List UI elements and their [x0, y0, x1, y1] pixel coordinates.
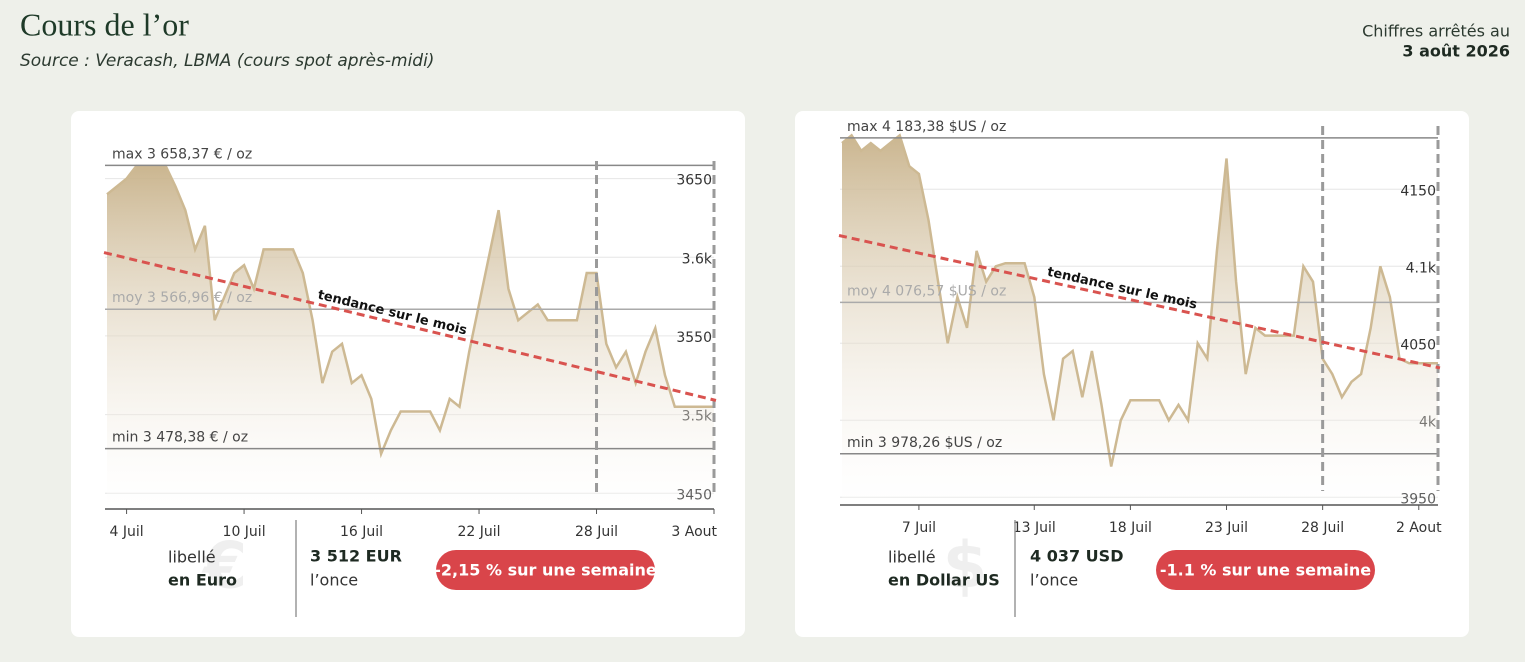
x-tick-label: 13 Juil — [1013, 520, 1056, 536]
y-tick-label: 4050 — [1400, 337, 1436, 353]
x-tick-label: 23 Juil — [1205, 520, 1248, 536]
page-title: Cours de l’or — [20, 6, 189, 42]
x-tick-label: 2 Aout — [1396, 520, 1442, 536]
date: 3 août 2026 — [1402, 42, 1510, 61]
change-text: -1.1 % sur une semaine — [1160, 561, 1371, 580]
currency-label: libellé — [168, 548, 216, 567]
x-tick-label: 16 Juil — [340, 524, 383, 540]
line — [106, 164, 714, 459]
x-tick-label: 10 Juil — [223, 524, 266, 540]
area — [107, 166, 714, 509]
currency-name: en Dollar US — [888, 571, 1000, 590]
trend-line — [103, 251, 717, 402]
page-subtitle: Source : Veracash, LBMA (cours spot aprè… — [20, 51, 434, 71]
price-unit: l’once — [1030, 571, 1078, 590]
x-tick-label: 22 Juil — [458, 524, 501, 540]
x-tick-label: 28 Juil — [575, 524, 618, 540]
x-tick-label: 4 Juil — [110, 524, 144, 540]
x-tick-label: 7 Juil — [902, 520, 936, 536]
y-tick-label: 3.6k — [682, 251, 713, 267]
reference-label: min 3 978,26 $US / oz — [847, 435, 1002, 451]
reference-label: moy 3 566,96 € / oz — [112, 290, 252, 306]
change-badge — [436, 550, 655, 590]
reference-label: max 4 183,38 $US / oz — [847, 119, 1006, 135]
reference-label: moy 4 076,57 $US / oz — [847, 283, 1006, 299]
x-tick-label: 28 Juil — [1301, 520, 1344, 536]
area — [842, 135, 1438, 505]
price-unit: l’once — [310, 571, 358, 590]
price: 4 037 USD — [1030, 547, 1123, 566]
reference-label: max 3 658,37 € / oz — [112, 146, 252, 162]
trend-line — [838, 234, 1441, 370]
y-tick-label: 4.1k — [1406, 260, 1437, 276]
currency-symbol: $ — [943, 530, 988, 604]
y-tick-label: 4150 — [1400, 183, 1436, 199]
price: 3 512 EUR — [310, 547, 402, 566]
currency-name: en Euro — [168, 571, 237, 590]
date-label: Chiffres arrêtés au — [1362, 22, 1510, 41]
currency-symbol: € — [201, 530, 248, 604]
change-text: -2,15 % sur une semaine — [434, 561, 657, 580]
x-tick-label: 3 Aout — [671, 524, 717, 540]
y-tick-label: 3550 — [676, 330, 712, 346]
x-tick-label: 18 Juil — [1109, 520, 1152, 536]
y-tick-label: 3650 — [676, 173, 712, 189]
reference-label: min 3 478,38 € / oz — [112, 430, 248, 446]
change-badge — [1156, 550, 1375, 590]
currency-label: libellé — [888, 548, 936, 567]
